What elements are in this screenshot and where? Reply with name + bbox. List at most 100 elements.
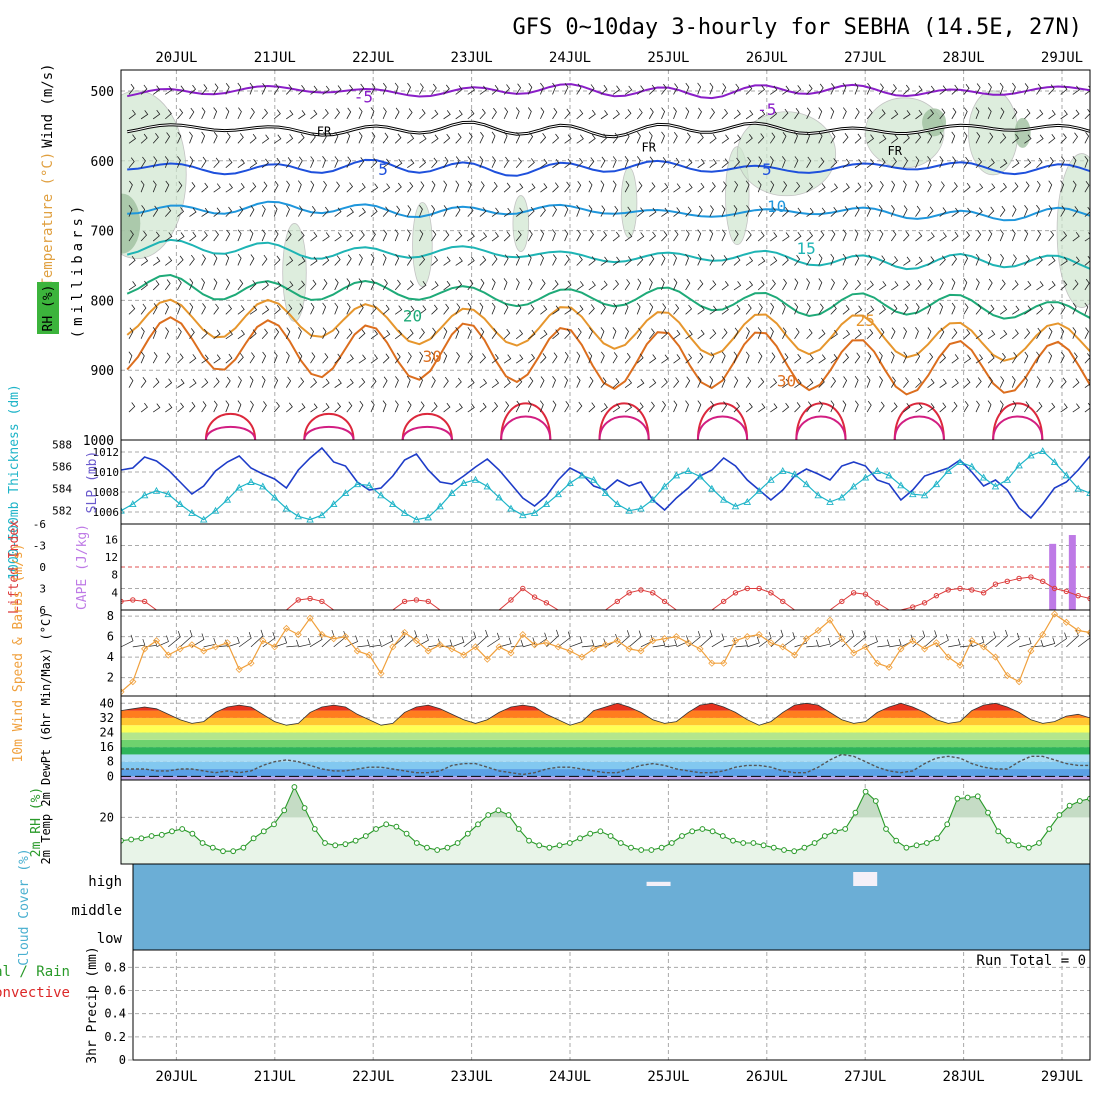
isotherm-label: 30 <box>423 347 442 366</box>
wind-barb <box>686 279 690 290</box>
rh-marker <box>1037 841 1042 846</box>
wind-barb <box>190 379 197 388</box>
wind-barb <box>456 257 463 266</box>
isotherm-label: 15 <box>797 239 816 258</box>
wind-barb <box>698 280 703 290</box>
wind-barb <box>262 135 269 144</box>
wind-barb <box>202 132 205 143</box>
wind-barb <box>770 303 773 314</box>
precip-tick: 0.8 <box>104 960 126 974</box>
wind-barb <box>480 132 484 143</box>
rh-marker <box>302 806 307 811</box>
wind-barb <box>952 132 955 143</box>
wind-barb <box>347 208 354 217</box>
wind-barb <box>661 329 667 338</box>
wind-barb-10m <box>1090 636 1100 646</box>
wind-tick: 4 <box>107 650 114 664</box>
wind-barb <box>976 401 979 412</box>
wind-barb <box>456 403 463 412</box>
wind-barb <box>903 281 909 290</box>
panel-frame-slp <box>121 440 1090 524</box>
wind-barb <box>1037 181 1041 192</box>
wind-barb-10m <box>818 638 830 647</box>
wind-barb <box>238 280 243 290</box>
wind-barb <box>577 230 581 241</box>
wind-barb <box>867 182 872 192</box>
wind-barb <box>1037 135 1044 144</box>
temp-band <box>121 762 1090 769</box>
wind-barb <box>770 327 773 338</box>
wind-barb <box>565 352 569 363</box>
rh-marker <box>935 836 940 841</box>
temp-band <box>121 725 1090 732</box>
wind-barb <box>553 376 556 387</box>
wind-barb <box>238 83 241 94</box>
wind-barb <box>577 281 584 290</box>
wind-barb <box>819 279 822 290</box>
wind-barb <box>480 181 484 192</box>
wind-barb <box>770 257 776 266</box>
wind-barb <box>819 330 825 339</box>
wind-barb <box>1000 206 1005 217</box>
wind-barb <box>649 303 652 314</box>
wind-barb <box>202 278 205 290</box>
wind-barb-10m <box>582 640 594 647</box>
wind-barb <box>311 181 314 192</box>
wind-barb <box>758 232 764 241</box>
isotherm-label: 5 <box>378 160 388 179</box>
rh-marker <box>384 822 389 827</box>
isotherm-arch <box>304 427 353 440</box>
cape-tick: 12 <box>105 551 118 564</box>
day-label-top: 21JUL <box>254 50 296 66</box>
wind-barb <box>553 280 559 290</box>
wind-barb <box>831 377 836 388</box>
wind-barb <box>1049 403 1055 412</box>
ylabel-cloud: Cloud Cover (%) <box>17 848 32 965</box>
wind-barb <box>371 401 374 412</box>
wind-barb <box>722 159 728 168</box>
rh-tick: 20 <box>100 810 114 824</box>
wind-barb <box>214 355 221 364</box>
wind-barb <box>577 256 583 266</box>
wind-barb <box>153 280 159 290</box>
wind-barb <box>383 230 387 241</box>
rh-marker <box>618 841 623 846</box>
wind-barb <box>504 278 507 290</box>
wind-barb <box>504 183 510 192</box>
wind-barb <box>190 182 195 192</box>
wind-barb <box>976 254 979 265</box>
wind-barb <box>782 233 789 242</box>
wind-barb <box>661 84 666 94</box>
temp-tick: 0 <box>107 769 114 783</box>
wind-barb <box>637 182 642 193</box>
wind-barb <box>298 327 301 338</box>
day-label-bottom: 21JUL <box>254 1069 296 1085</box>
wind-barb <box>335 403 341 413</box>
wind-barb <box>1024 329 1029 339</box>
wind-barb <box>238 376 242 387</box>
wind-barb <box>540 305 546 314</box>
wind-barb-10m <box>606 634 618 647</box>
wind-barb <box>359 254 363 265</box>
wind-barb <box>492 132 495 143</box>
wind-barb <box>565 109 570 119</box>
wind-barb <box>770 232 776 241</box>
temp-tick: 16 <box>100 740 114 754</box>
temp-tick: 32 <box>100 711 114 725</box>
wind-barb <box>589 181 592 192</box>
wind-barb <box>807 379 813 388</box>
rh-shading-dark <box>1015 118 1031 148</box>
wind-barb <box>1024 255 1029 265</box>
wind-barb <box>480 233 487 242</box>
wind-barb <box>480 303 483 315</box>
wind-barb <box>807 208 814 217</box>
day-label-bottom: 24JUL <box>549 1069 591 1085</box>
wind-barb <box>1049 304 1054 314</box>
ylabel-rh: RH (%) <box>41 285 56 332</box>
wind-barb <box>661 231 667 241</box>
wind-barb <box>1049 352 1052 363</box>
wind-barb <box>359 208 366 217</box>
wind-barb <box>516 183 523 192</box>
wind-barb <box>153 378 159 388</box>
wind-barb <box>964 84 969 94</box>
